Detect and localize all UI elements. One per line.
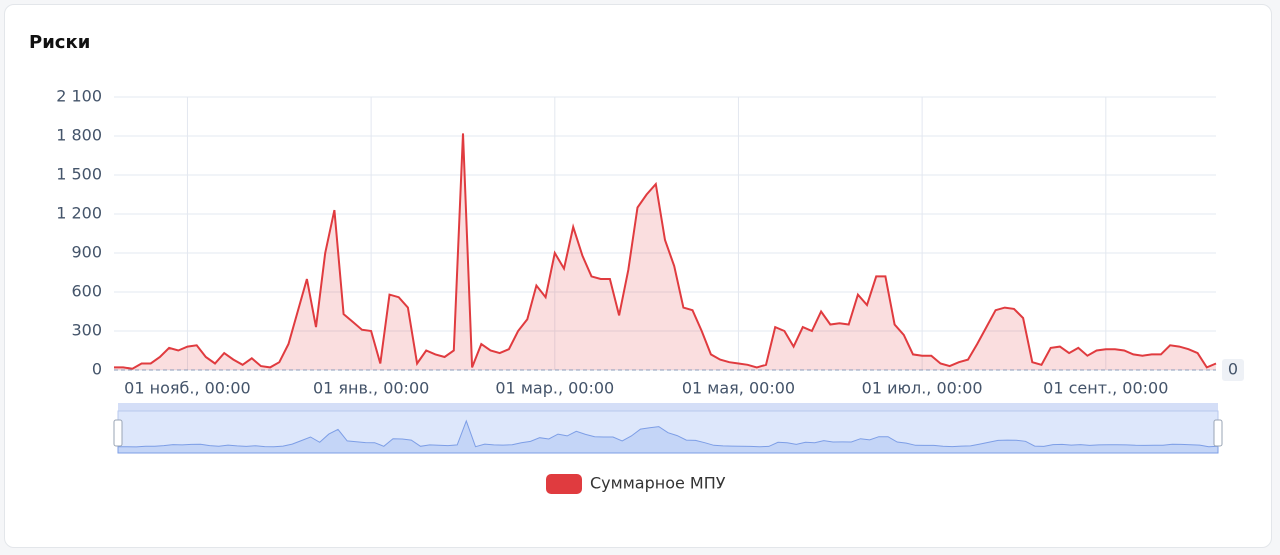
legend-label[interactable]: Суммарное МПУ bbox=[590, 474, 726, 493]
y-tick-label: 600 bbox=[71, 282, 102, 301]
navigator-line bbox=[117, 419, 1219, 454]
y-tick-label: 2 100 bbox=[56, 87, 102, 106]
x-tick-label: 01 мая, 00:00 bbox=[682, 379, 795, 398]
y-tick-label: 0 bbox=[92, 360, 102, 379]
y-tick-label: 1 200 bbox=[56, 204, 102, 223]
navigator-handle[interactable] bbox=[1213, 419, 1223, 447]
chart-title: Риски bbox=[29, 32, 90, 53]
navigator-bar[interactable] bbox=[118, 403, 1218, 411]
y-tick-label: 1 500 bbox=[56, 165, 102, 184]
x-tick-label: 01 сент., 00:00 bbox=[1043, 379, 1168, 398]
area-fill bbox=[114, 133, 1216, 370]
line bbox=[114, 133, 1217, 370]
navigator-handle[interactable] bbox=[113, 419, 123, 447]
y2-tick-label: 0 bbox=[1228, 360, 1238, 379]
x-tick-label: 01 нояб., 00:00 bbox=[124, 379, 251, 398]
y-tick-label: 300 bbox=[71, 321, 102, 340]
x-tick-label: 01 июл., 00:00 bbox=[862, 379, 983, 398]
y-tick-label: 1 800 bbox=[56, 126, 102, 145]
x-tick-label: 01 мар., 00:00 bbox=[495, 379, 614, 398]
y-tick-label: 900 bbox=[71, 243, 102, 262]
y2-label-bg bbox=[1222, 359, 1244, 381]
card bbox=[4, 4, 1272, 548]
legend-swatch[interactable] bbox=[546, 474, 582, 494]
x-tick-label: 01 янв., 00:00 bbox=[313, 379, 429, 398]
